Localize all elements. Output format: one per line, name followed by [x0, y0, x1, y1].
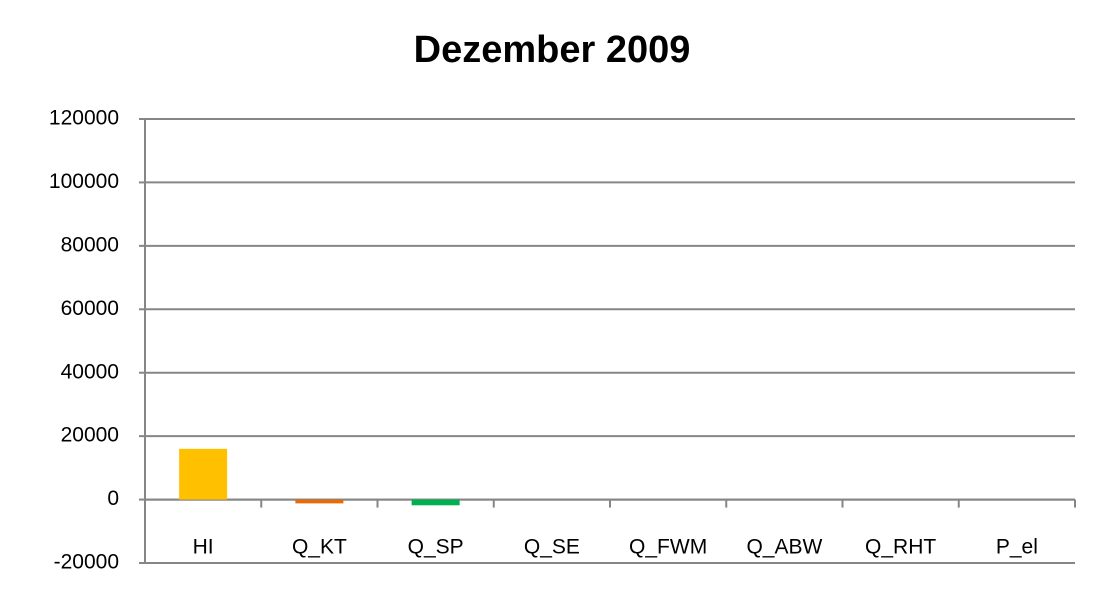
bar	[179, 448, 228, 500]
y-tick-label: 100000	[49, 170, 119, 193]
y-tick-label: 40000	[61, 360, 119, 383]
x-tick-label: Q_KT	[292, 536, 347, 559]
x-tick-label: Q_FWM	[629, 536, 707, 559]
bar	[295, 499, 344, 504]
y-tick-label: 20000	[61, 424, 119, 447]
y-tick-label: 60000	[61, 297, 119, 320]
x-tick-label: Q_SE	[524, 536, 580, 559]
y-tick-label: 80000	[61, 233, 119, 256]
y-tick-label: 0	[107, 487, 119, 510]
x-tick-label: Q_ABW	[746, 536, 822, 559]
x-tick-label: P_el	[996, 536, 1038, 559]
x-tick-label: Q_RHT	[865, 536, 936, 559]
y-tick-label: 120000	[49, 107, 119, 130]
chart-title: Dezember 2009	[414, 29, 691, 71]
x-tick-label: HI	[193, 536, 214, 559]
bar	[411, 499, 460, 506]
x-tick-label: Q_SP	[408, 536, 464, 559]
y-tick-label: -20000	[54, 551, 119, 574]
